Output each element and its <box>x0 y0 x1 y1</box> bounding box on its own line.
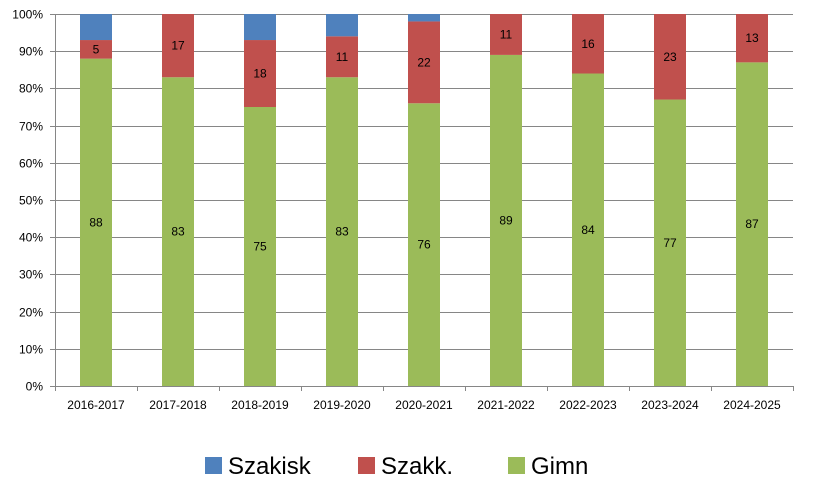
data-label: 17 <box>171 39 185 53</box>
y-tick-label: 100% <box>12 8 43 22</box>
legend: Szakisk Szakk. Gimn <box>205 453 588 480</box>
bar-segment <box>408 103 440 386</box>
x-tick-label: 2020-2021 <box>395 398 453 412</box>
data-label: 88 <box>89 215 103 229</box>
y-tick-label: 80% <box>19 82 43 96</box>
data-label: 23 <box>663 50 677 64</box>
data-label: 11 <box>336 50 349 64</box>
bar-segment <box>654 99 686 386</box>
bar-segment <box>572 14 604 74</box>
x-tick-label: 2024-2025 <box>723 398 781 412</box>
bar-segment <box>654 14 686 100</box>
bar-segment <box>736 62 768 387</box>
bars: 88 5 83 17 75 18 83 11 76 22 89 11 84 16 77 23 87 13 <box>80 14 768 387</box>
bar-segment <box>326 77 358 387</box>
data-label: 87 <box>745 217 759 231</box>
legend-label: Gimn <box>531 453 588 480</box>
x-tick-label: 2021-2022 <box>477 398 535 412</box>
x-tick-label: 2023-2024 <box>641 398 699 412</box>
x-tick-label: 2016-2017 <box>67 398 125 412</box>
legend-swatch <box>508 457 525 474</box>
data-label: 84 <box>581 223 595 237</box>
data-label: 13 <box>745 31 759 45</box>
bar-segment <box>572 73 604 387</box>
bar-segment <box>80 14 112 41</box>
data-label: 83 <box>335 225 349 239</box>
bar-segment <box>490 54 522 387</box>
data-label: 83 <box>171 225 185 239</box>
data-label: 11 <box>500 27 513 41</box>
bar-segment <box>736 14 768 63</box>
y-tick-label: 0% <box>26 380 44 394</box>
bar-segment <box>80 58 112 386</box>
bar-segment <box>162 14 194 78</box>
y-axis-tick-labels: 0% 10% 20% 30% 40% 50% 60% 70% 80% 90% 100% <box>12 8 43 394</box>
bar-segment <box>326 36 358 78</box>
data-label: 5 <box>93 42 100 56</box>
bar-segment <box>244 107 276 386</box>
legend-swatch <box>205 457 222 474</box>
x-tick-label: 2017-2018 <box>149 398 207 412</box>
y-tick-label: 40% <box>19 231 43 245</box>
data-label: 75 <box>253 240 267 254</box>
bar-segment <box>326 14 358 37</box>
y-tick-label: 70% <box>19 120 43 134</box>
y-tick-label: 90% <box>19 45 43 59</box>
data-label: 18 <box>253 67 267 81</box>
x-axis-tick-labels: 2016-2017 2017-2018 2018-2019 2019-2020 2020… <box>67 398 781 412</box>
y-tick-label: 20% <box>19 306 43 320</box>
axes <box>50 14 794 391</box>
x-tick-label: 2022-2023 <box>559 398 617 412</box>
x-tick-label: 2018-2019 <box>231 398 289 412</box>
bar-segment <box>408 14 440 22</box>
y-tick-label: 50% <box>19 194 43 208</box>
bar-segment <box>80 40 112 59</box>
y-tick-label: 60% <box>19 157 43 171</box>
bar-segment <box>244 40 276 107</box>
x-tick-label: 2019-2020 <box>313 398 371 412</box>
y-tick-label: 10% <box>19 343 43 357</box>
data-label: 89 <box>499 213 513 227</box>
bar-segment <box>162 77 194 387</box>
legend-label: Szakk. <box>381 453 453 480</box>
bar-segment <box>244 14 276 41</box>
y-tick-label: 30% <box>19 268 43 282</box>
bar-segment <box>490 14 522 55</box>
data-label: 77 <box>663 236 677 250</box>
bar-segment <box>408 21 440 104</box>
data-label: 16 <box>581 37 595 51</box>
data-label: 22 <box>417 55 431 69</box>
legend-label: Szakisk <box>228 453 312 480</box>
data-label: 76 <box>417 238 431 252</box>
legend-swatch <box>358 457 375 474</box>
